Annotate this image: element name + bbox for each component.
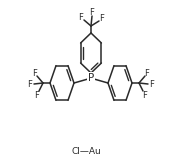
Text: F: F bbox=[145, 69, 150, 78]
Text: F: F bbox=[150, 80, 154, 88]
Text: F: F bbox=[35, 90, 40, 99]
Text: F: F bbox=[28, 80, 32, 88]
Text: Cl—Au: Cl—Au bbox=[71, 148, 101, 157]
Text: F: F bbox=[33, 69, 38, 78]
Text: F: F bbox=[89, 7, 94, 16]
Text: F: F bbox=[100, 13, 104, 23]
Text: F: F bbox=[143, 90, 147, 99]
Text: P: P bbox=[88, 73, 94, 83]
Text: F: F bbox=[79, 12, 83, 22]
